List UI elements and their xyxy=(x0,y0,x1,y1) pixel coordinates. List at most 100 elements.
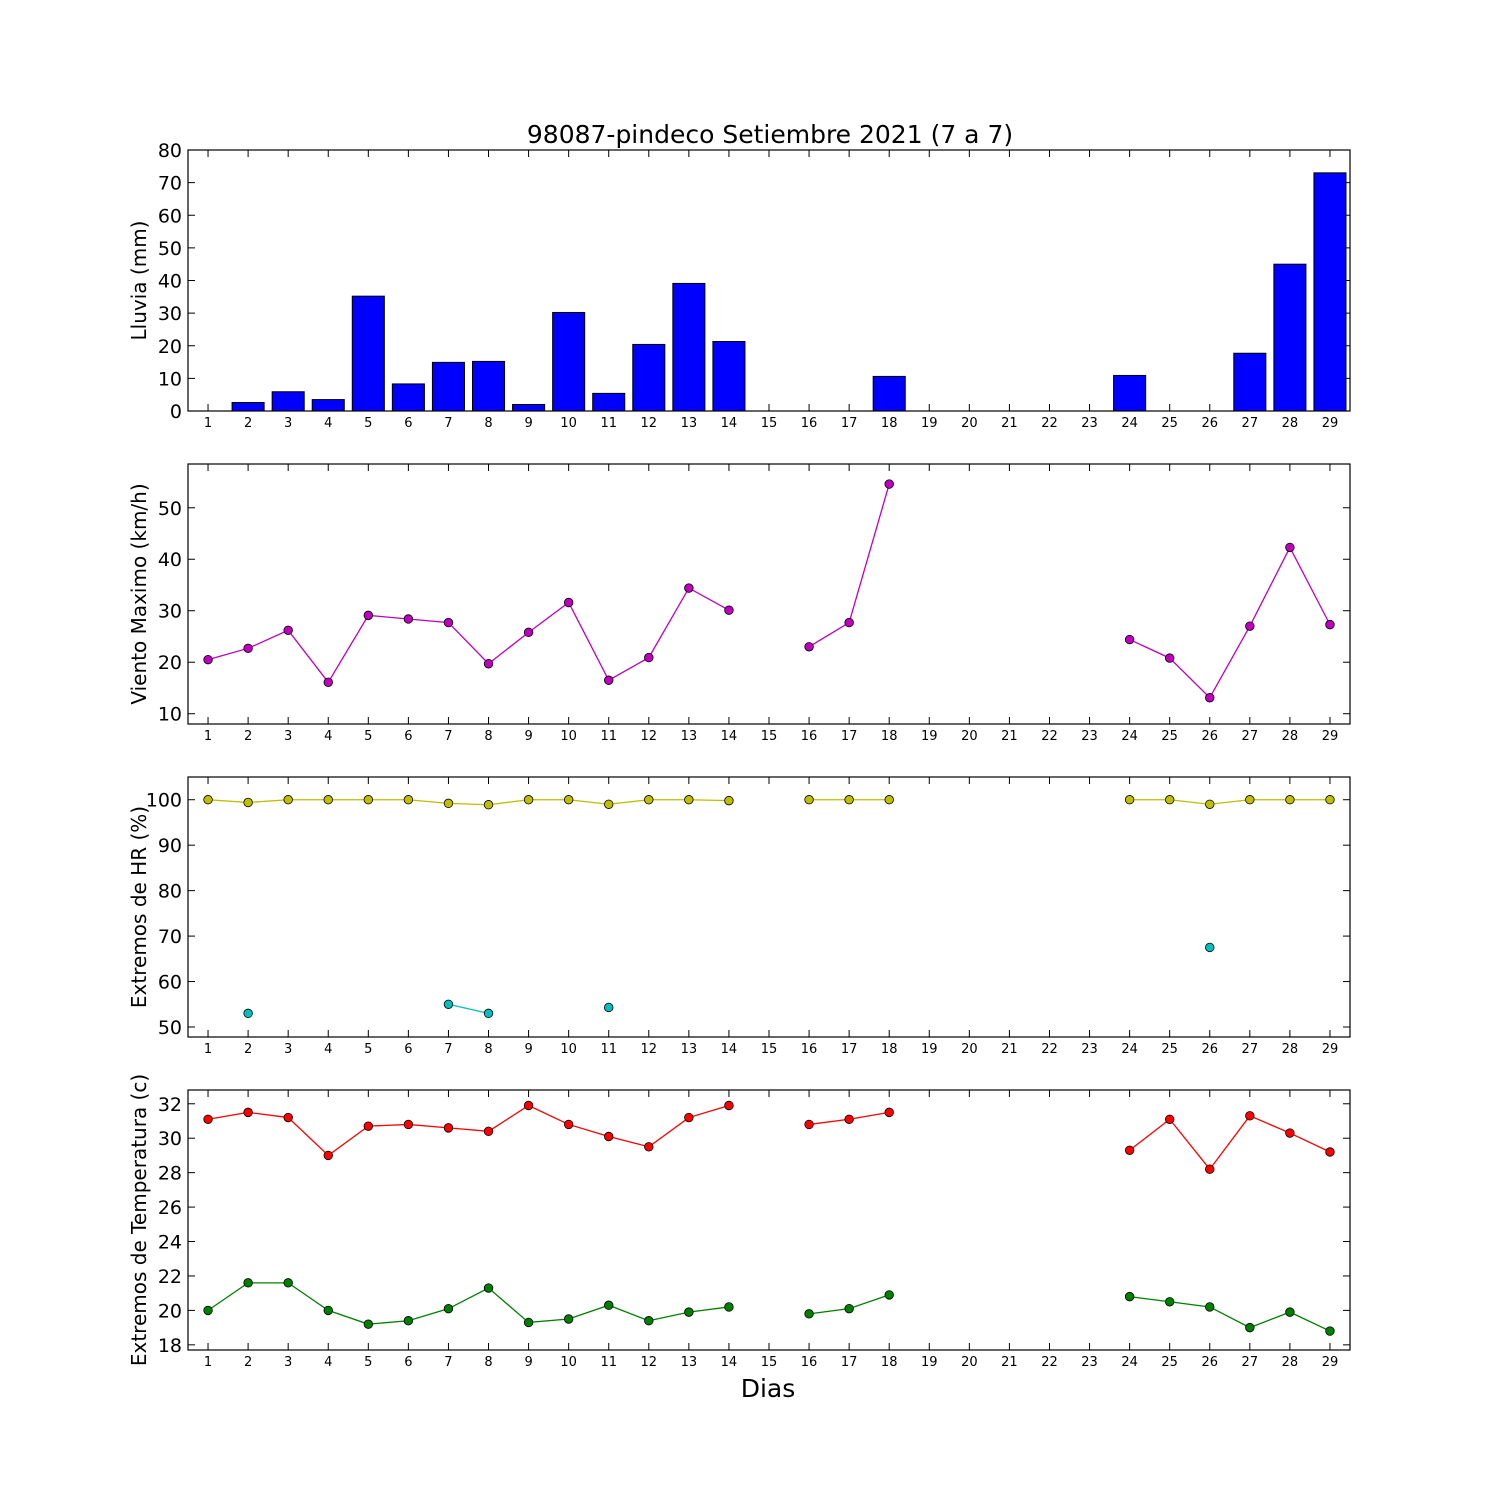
x-tick-label: 7 xyxy=(444,1355,452,1370)
series-0-line xyxy=(207,587,730,684)
series-0-point-day-2 xyxy=(243,643,253,654)
series-0-line xyxy=(207,1104,730,1157)
x-tick-label: 18 xyxy=(881,1042,898,1057)
series-0-point-day-9 xyxy=(523,795,534,805)
series-0-point-day-25 xyxy=(1164,1114,1175,1124)
x-tick-label: 6 xyxy=(404,416,412,431)
series-0-point-day-6 xyxy=(403,614,414,624)
x-tick-label: 8 xyxy=(484,1355,492,1370)
series-0-point-day-27 xyxy=(1245,795,1255,805)
x-tick-label: 1 xyxy=(204,729,212,744)
series-1-point-day-1 xyxy=(203,1305,213,1316)
series-0-point-day-27 xyxy=(1245,1111,1255,1121)
series-0-point-day-13 xyxy=(684,583,694,593)
series-1-point-day-26 xyxy=(1205,942,1215,953)
x-axis-label: Dias xyxy=(741,1374,796,1403)
x-tick-label: 26 xyxy=(1201,416,1218,431)
series-0-point-day-27 xyxy=(1245,621,1255,631)
x-tick-label: 12 xyxy=(641,1042,658,1057)
x-tick-label: 26 xyxy=(1201,1042,1218,1057)
x-tick-label: 24 xyxy=(1121,416,1138,431)
x-tick-label: 22 xyxy=(1041,1042,1058,1057)
series-0-point-day-24 xyxy=(1124,634,1135,645)
series-0-point-day-9 xyxy=(523,1100,534,1111)
x-tick-label: 12 xyxy=(641,416,658,431)
y-tick-label: 20 xyxy=(158,652,182,674)
axes-frame xyxy=(187,463,1351,725)
x-tick-label: 11 xyxy=(600,416,617,431)
x-tick-label: 14 xyxy=(721,416,738,431)
series-1-point-day-26 xyxy=(1205,1302,1215,1312)
x-tick-label: 5 xyxy=(364,729,372,744)
x-tick-label: 10 xyxy=(560,1042,577,1057)
y-tick-label: 28 xyxy=(158,1163,182,1185)
series-0-point-day-17 xyxy=(844,795,854,805)
x-tick-label: 14 xyxy=(721,1042,738,1057)
series-0-line xyxy=(1129,1115,1331,1171)
x-tick-label: 21 xyxy=(1001,416,1018,431)
x-tick-label: 22 xyxy=(1041,416,1058,431)
x-tick-label: 6 xyxy=(404,1355,412,1370)
series-1-point-day-10 xyxy=(563,1314,574,1324)
x-tick-label: 16 xyxy=(801,416,818,431)
x-tick-label: 3 xyxy=(284,416,292,431)
x-tick-label: 9 xyxy=(524,729,532,744)
y-tick-label: 20 xyxy=(158,1300,182,1322)
x-tick-label: 25 xyxy=(1161,1355,1178,1370)
bar-day-24 xyxy=(1113,374,1147,412)
x-tick-label: 24 xyxy=(1121,1042,1138,1057)
y-tick-label: 10 xyxy=(158,704,182,726)
x-tick-label: 19 xyxy=(921,416,938,431)
series-1-point-day-11 xyxy=(604,1300,614,1310)
y-tick-label: 60 xyxy=(158,205,182,227)
series-0-point-day-11 xyxy=(604,799,614,809)
x-tick-label: 10 xyxy=(560,1355,577,1370)
series-0-point-day-9 xyxy=(523,627,534,638)
plot-area xyxy=(231,172,1347,412)
x-tick-label: 21 xyxy=(1001,1355,1018,1370)
x-tick-label: 19 xyxy=(921,729,938,744)
y-axis-label: Lluvia (mm) xyxy=(127,221,151,341)
series-1-point-day-2 xyxy=(243,1008,253,1019)
x-tick-label: 17 xyxy=(841,416,858,431)
series-0-point-day-14 xyxy=(724,795,734,806)
x-tick-label: 23 xyxy=(1081,729,1098,744)
x-tick-label: 11 xyxy=(600,1355,617,1370)
series-0-point-day-4 xyxy=(323,677,333,687)
series-0-point-day-11 xyxy=(604,1131,614,1142)
x-tick-label: 12 xyxy=(641,729,658,744)
axes-frame xyxy=(187,149,1351,412)
bar-day-18 xyxy=(872,375,906,412)
bar-day-14 xyxy=(712,341,746,412)
x-tick-label: 28 xyxy=(1282,416,1299,431)
x-tick-label: 6 xyxy=(404,729,412,744)
x-tick-label: 16 xyxy=(801,1042,818,1057)
x-tick-label: 1 xyxy=(204,1355,212,1370)
x-tick-label: 23 xyxy=(1081,416,1098,431)
series-0-point-day-25 xyxy=(1164,795,1175,805)
series-1-point-day-29 xyxy=(1325,1326,1335,1336)
series-0-point-day-29 xyxy=(1325,795,1335,805)
x-tick-label: 3 xyxy=(284,729,292,744)
x-tick-label: 25 xyxy=(1161,729,1178,744)
series-1-point-day-8 xyxy=(483,1008,494,1019)
series-0-point-day-16 xyxy=(804,795,814,805)
x-tick-label: 28 xyxy=(1282,729,1299,744)
series-1-point-day-7 xyxy=(443,1303,454,1314)
series-0-line xyxy=(1129,799,1330,805)
series-0-point-day-16 xyxy=(804,1119,814,1130)
series-0-point-day-18 xyxy=(884,795,894,805)
x-tick-label: 19 xyxy=(921,1042,938,1057)
x-tick-label: 5 xyxy=(364,1355,372,1370)
x-tick-label: 13 xyxy=(681,1355,698,1370)
series-1-line xyxy=(1129,1295,1331,1332)
y-tick-label: 70 xyxy=(158,173,182,195)
x-tick-label: 20 xyxy=(961,729,978,744)
y-tick-label: 50 xyxy=(158,1017,182,1039)
x-tick-label: 20 xyxy=(961,1042,978,1057)
series-0-point-day-1 xyxy=(203,654,213,665)
series-0-point-day-14 xyxy=(724,605,734,615)
